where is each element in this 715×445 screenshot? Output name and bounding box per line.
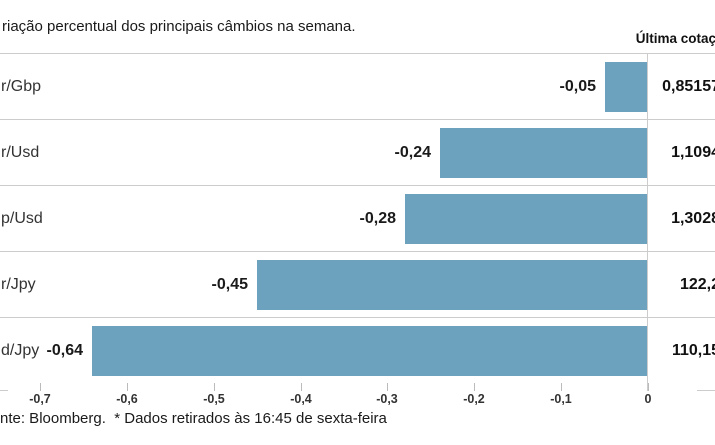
bar-value-label: -0,24	[394, 143, 431, 161]
axis-tick-label: -0,3	[376, 392, 398, 406]
axis-baseline-stub-right	[697, 390, 715, 391]
page-title: riação percentual dos principais câmbios…	[2, 18, 356, 35]
currency-pair-label: d/Jpy	[1, 342, 40, 359]
bar	[257, 260, 648, 310]
axis-tick-label: -0,4	[290, 392, 312, 406]
axis-baseline-stub-left	[0, 390, 8, 391]
axis-tick-label: 0	[644, 392, 652, 406]
chart-row: r/Jpy -0,45 122,2	[0, 252, 715, 318]
last-quote-value: 1,3028	[671, 209, 715, 227]
axis-tick-label: -0,2	[463, 392, 485, 406]
last-quote-value: 1,1094	[671, 143, 715, 161]
last-quote-value: 0,85157	[662, 77, 715, 95]
currency-pair-label: p/Usd	[1, 209, 43, 227]
source-note: nte: Bloomberg. * Dados retirados às 16:…	[0, 410, 387, 427]
axis-tick	[561, 383, 562, 391]
axis-tick-label: -0,7	[29, 392, 51, 406]
bar	[92, 326, 648, 376]
bar	[605, 62, 648, 112]
axis-tick	[387, 383, 388, 391]
chart-row: r/Gbp -0,05 0,85157	[0, 54, 715, 120]
currency-pair-label: r/Jpy	[1, 275, 36, 293]
axis-tick	[214, 383, 215, 391]
bar-value-label: -0,05	[559, 77, 596, 95]
axis-tick	[301, 383, 302, 391]
bar	[405, 194, 648, 244]
chart-row: p/Usd -0,28 1,3028	[0, 186, 715, 252]
last-quote-column-header: Última cotaç	[635, 31, 715, 46]
axis-tick-label: -0,5	[203, 392, 225, 406]
axis-tick	[40, 383, 41, 391]
currency-pair-label: r/Gbp	[1, 77, 42, 95]
currency-pair-label: r/Usd	[1, 143, 40, 161]
axis-tick	[474, 383, 475, 391]
axis-tick-label: -0,6	[116, 392, 138, 406]
chart-row: r/Usd -0,24 1,1094	[0, 120, 715, 186]
bar-value-label: -0,64	[46, 342, 83, 359]
zero-axis-line	[647, 53, 648, 391]
axis-tick	[127, 383, 128, 391]
axis-tick	[648, 383, 649, 391]
bar	[440, 128, 648, 178]
chart-rows: r/Gbp -0,05 0,85157 r/Usd -0,24 1,1094 p…	[0, 53, 715, 384]
axis-tick-label: -0,1	[550, 392, 572, 406]
bar-value-label: -0,45	[211, 275, 248, 293]
chart-row: d/Jpy -0,64 110,15	[0, 318, 715, 384]
last-quote-value: 122,2	[679, 275, 715, 293]
bar-value-label: -0,28	[359, 209, 396, 227]
last-quote-value: 110,15	[671, 342, 715, 359]
